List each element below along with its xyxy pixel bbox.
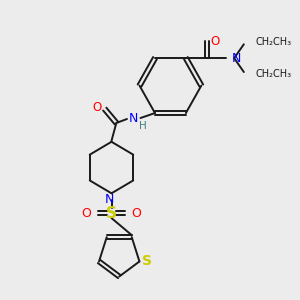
Text: N: N — [105, 193, 114, 206]
Text: O: O — [92, 100, 102, 114]
Text: S: S — [142, 254, 152, 268]
Text: O: O — [210, 35, 220, 48]
Text: N: N — [129, 112, 138, 124]
Text: O: O — [132, 207, 142, 220]
Text: N: N — [231, 52, 241, 64]
Text: CH₂CH₃: CH₂CH₃ — [255, 69, 292, 79]
Text: O: O — [82, 207, 91, 220]
Text: H: H — [139, 121, 146, 131]
Text: S: S — [106, 206, 117, 220]
Text: CH₂CH₃: CH₂CH₃ — [255, 37, 292, 47]
